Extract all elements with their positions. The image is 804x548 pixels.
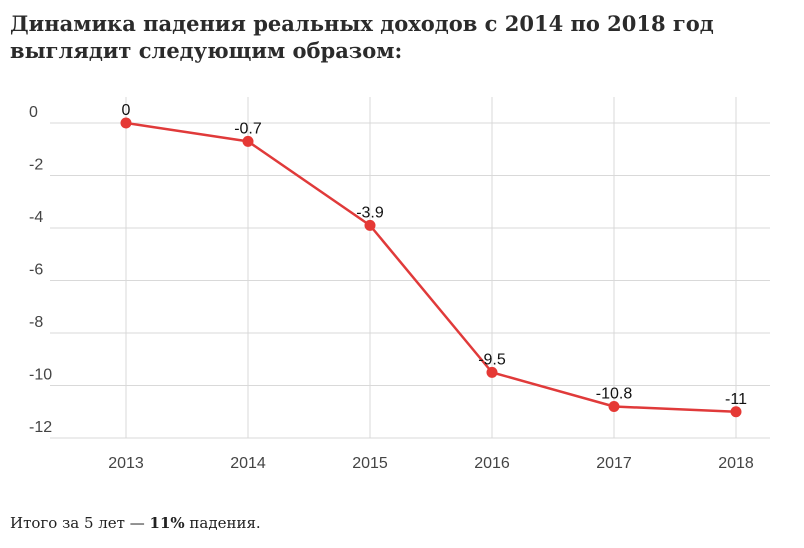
y-tick-label: -12 — [29, 419, 52, 436]
income-decline-chart: 0 -2 -4 -6 -8 -10 -12 2013 2014 2015 2016 2017 2018 0… — [0, 80, 804, 480]
series-line — [125, 121, 737, 413]
x-tick-label: 2016 — [474, 455, 510, 472]
summary-caption: Итого за 5 лет — 11% падения. — [10, 513, 261, 533]
data-point — [608, 401, 620, 412]
data-point — [730, 406, 742, 418]
data-label: -0.7 — [234, 120, 262, 137]
y-tick-label: -2 — [29, 157, 43, 174]
data-label: -9.5 — [478, 351, 506, 368]
article-heading: Динамика падения реальных доходов с 2014… — [10, 11, 714, 63]
data-point — [120, 117, 132, 129]
caption-suffix: падения. — [184, 514, 261, 532]
x-tick-label: 2013 — [108, 455, 144, 472]
data-point — [242, 135, 254, 147]
data-label: -11 — [725, 391, 747, 408]
caption-percentage: 11% — [149, 514, 185, 532]
data-label: -10.8 — [596, 386, 633, 403]
x-tick-label: 2015 — [352, 455, 388, 472]
x-tick-label: 2018 — [718, 455, 754, 472]
y-tick-label: -4 — [29, 209, 43, 226]
data-label: 0 — [122, 102, 131, 119]
data-point — [486, 366, 498, 378]
y-tick-label: 0 — [29, 104, 38, 121]
caption-prefix: Итого за 5 лет — — [10, 514, 150, 532]
x-tick-label: 2017 — [596, 455, 632, 472]
line-chart-svg: 0 -2 -4 -6 -8 -10 -12 2013 2014 2015 2016 2017 2018 0… — [29, 97, 770, 472]
data-point — [364, 219, 376, 231]
data-label: -3.9 — [356, 204, 384, 221]
y-tick-label: -6 — [29, 262, 43, 279]
y-tick-label: -10 — [29, 367, 52, 384]
x-tick-label: 2014 — [230, 455, 266, 472]
y-tick-label: -8 — [29, 314, 43, 331]
